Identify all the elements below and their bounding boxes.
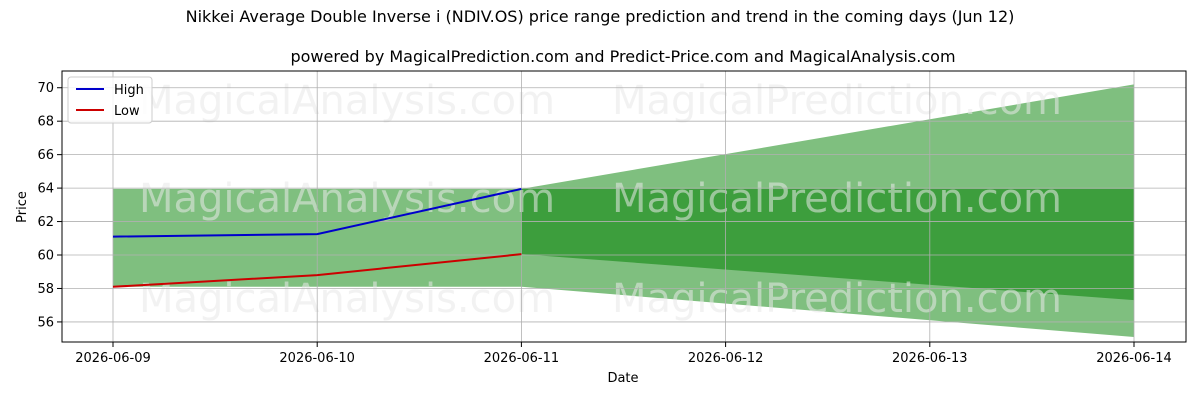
watermark-text: MagicalAnalysis.com — [139, 176, 555, 222]
y-tick-label: 58 — [37, 282, 54, 297]
watermark-text: MagicalPrediction.com — [612, 78, 1062, 124]
y-tick-label: 56 — [37, 315, 54, 330]
watermark-text: MagicalPrediction.com — [612, 176, 1062, 222]
x-tick-label: 2026-06-11 — [484, 351, 560, 366]
plot-area: MagicalAnalysis.com MagicalPrediction.com… — [37, 70, 1187, 366]
y-tick-label: 68 — [37, 115, 54, 130]
series-lines — [112, 187, 522, 288]
x-axis-label: Date — [607, 371, 638, 386]
x-tick-label: 2026-06-09 — [75, 351, 151, 366]
legend-label-high: High — [114, 83, 144, 98]
y-axis-label: Price — [15, 191, 30, 223]
prediction-bands — [113, 84, 1134, 337]
legend: High Low — [67, 76, 153, 124]
chart-subtitle: powered by MagicalPrediction.com and Pre… — [290, 47, 955, 66]
x-axis-ticks: 2026-06-09 2026-06-10 2026-06-11 2026-06-12… — [75, 342, 1172, 366]
y-tick-label: 62 — [37, 215, 54, 230]
watermark-text: MagicalAnalysis.com — [139, 78, 555, 124]
watermark-text: MagicalPrediction.com — [612, 276, 1062, 322]
y-tick-label: 64 — [37, 182, 54, 197]
legend-label-low: Low — [114, 104, 140, 119]
y-tick-label: 66 — [37, 148, 54, 163]
y-tick-label: 60 — [37, 249, 54, 264]
y-tick-label: 70 — [37, 81, 54, 96]
prediction-band-2 — [521, 188, 1134, 301]
y-axis-ticks: 56 58 60 62 64 66 68 70 — [37, 81, 62, 330]
x-tick-label: 2026-06-10 — [279, 351, 355, 366]
watermark-text: MagicalAnalysis.com — [139, 276, 555, 322]
x-tick-label: 2026-06-13 — [892, 351, 968, 366]
watermarks: MagicalAnalysis.com MagicalPrediction.com… — [139, 78, 1062, 322]
x-tick-label: 2026-06-12 — [688, 351, 764, 366]
plot-frame — [61, 70, 1187, 343]
grid-lines — [62, 71, 1186, 342]
chart-title: Nikkei Average Double Inverse i (NDIV.OS… — [186, 7, 1015, 26]
x-tick-label: 2026-06-14 — [1096, 351, 1172, 366]
